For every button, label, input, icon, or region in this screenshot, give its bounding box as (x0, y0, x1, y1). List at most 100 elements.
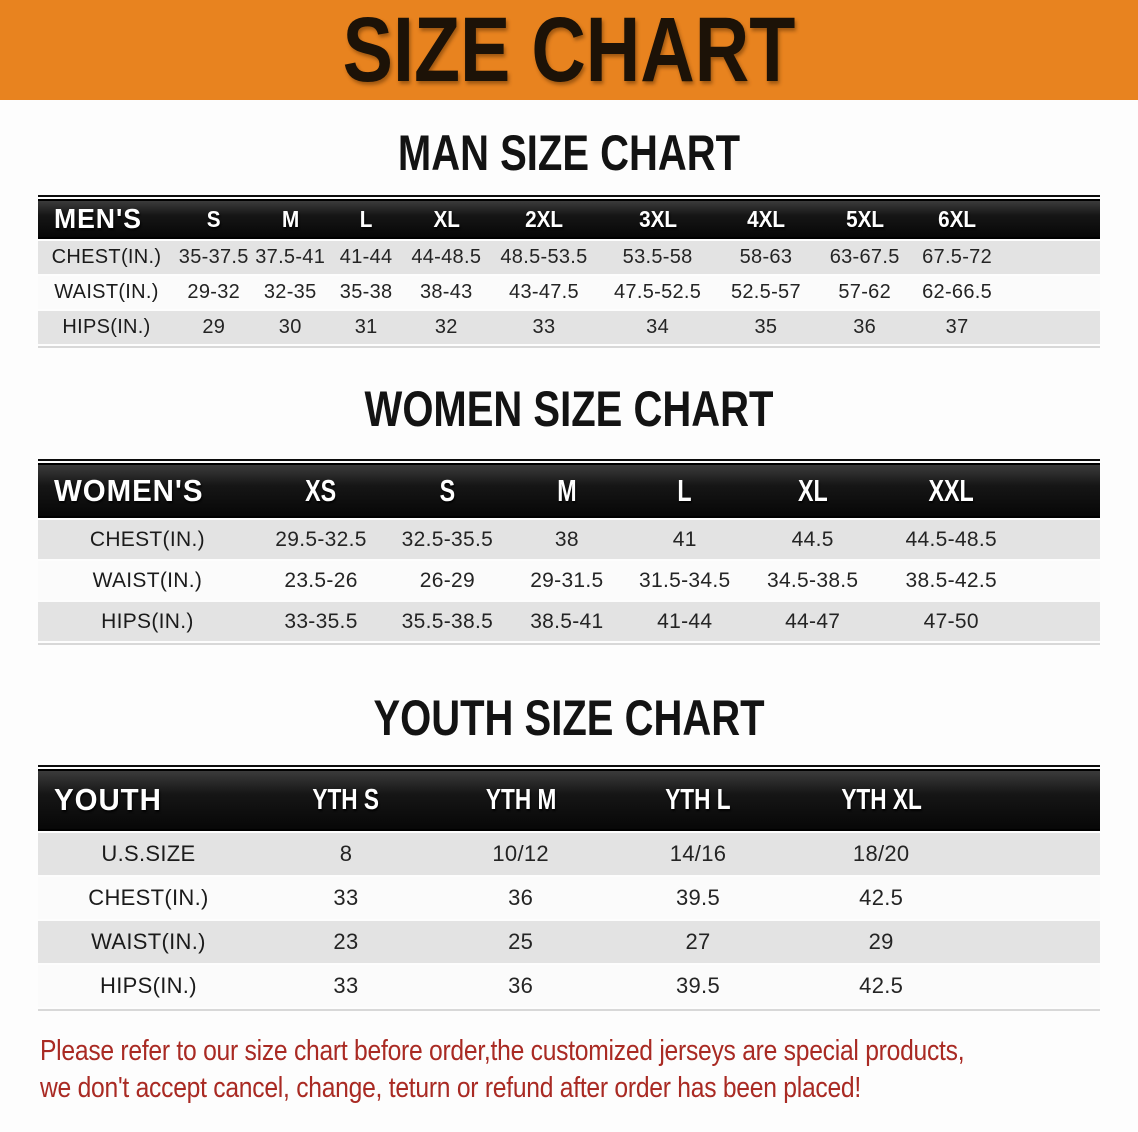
value-cell: 23.5-26 (256, 561, 386, 600)
youth-table-wrap: YOUTH YTH S YTH M YTH L YTH XL U.S.SIZE 8 10/1… (38, 765, 1100, 1011)
spacer-cell (1022, 561, 1100, 600)
size-column-header: M (252, 199, 328, 239)
value-cell: 44.5 (745, 520, 881, 559)
value-cell: 29 (787, 921, 975, 963)
value-cell: 63-67.5 (816, 241, 913, 274)
value-cell: 38-43 (404, 276, 489, 309)
value-cell: 33 (258, 965, 434, 1007)
size-column-header: M (509, 463, 625, 518)
size-column-header: XS (256, 463, 386, 518)
value-cell: 47.5-52.5 (599, 276, 716, 309)
table-corner-label: MEN'S (38, 199, 175, 239)
value-cell: 10/12 (433, 833, 609, 875)
value-cell: 38 (509, 520, 625, 559)
youth-header-row: YOUTH YTH S YTH M YTH L YTH XL (38, 769, 1100, 831)
row-label: WAIST(IN.) (38, 561, 257, 600)
value-cell: 25 (433, 921, 609, 963)
table-corner-label: WOMEN'S (38, 463, 257, 518)
size-column-header: XXL (880, 463, 1023, 518)
size-column-header: YTH M (433, 769, 609, 831)
value-cell: 58-63 (715, 241, 817, 274)
spacer-cell (1001, 311, 1100, 344)
men-size-table: MEN'S S M L XL 2XL 3XL 4XL 5XL 6XL CHEST(IN.) 35-3… (38, 195, 1100, 348)
value-cell: 48.5-53.5 (488, 241, 600, 274)
value-cell: 27 (608, 921, 788, 963)
measurement-row: CHEST(IN.) 29.5-32.5 32.5-35.5 38 41 44.5 44.5… (38, 520, 1100, 559)
value-cell: 41 (624, 520, 746, 559)
value-cell: 41-44 (327, 241, 405, 274)
value-cell: 44-48.5 (404, 241, 489, 274)
disclaimer-line-1: Please refer to our size chart before or… (40, 1035, 965, 1067)
value-cell: 47-50 (880, 602, 1023, 641)
size-column-header: L (624, 463, 746, 518)
value-cell: 32.5-35.5 (385, 520, 510, 559)
value-cell: 53.5-58 (599, 241, 716, 274)
size-column-header: 2XL (488, 199, 600, 239)
value-cell: 26-29 (385, 561, 510, 600)
size-column-header: YTH L (608, 769, 788, 831)
size-column-header: YTH S (258, 769, 434, 831)
value-cell: 36 (433, 877, 609, 919)
value-cell: 52.5-57 (715, 276, 817, 309)
measurement-row: HIPS(IN.) 29 30 31 32 33 34 35 36 37 (38, 311, 1100, 344)
youth-size-table: YOUTH YTH S YTH M YTH L YTH XL U.S.SIZE 8 10/1… (38, 765, 1100, 1011)
value-cell: 34.5-38.5 (745, 561, 881, 600)
value-cell: 8 (258, 833, 434, 875)
value-cell: 29 (174, 311, 253, 344)
value-cell: 39.5 (608, 877, 788, 919)
row-label: HIPS(IN.) (38, 311, 175, 344)
measurement-row: WAIST(IN.) 23 25 27 29 (38, 921, 1100, 963)
value-cell: 32 (404, 311, 489, 344)
value-cell: 37.5-41 (252, 241, 328, 274)
value-cell: 37 (913, 311, 1002, 344)
size-column-header: 4XL (715, 199, 817, 239)
value-cell: 67.5-72 (913, 241, 1002, 274)
table-corner-label: YOUTH (38, 769, 259, 831)
value-cell: 35 (715, 311, 817, 344)
value-cell: 35-38 (327, 276, 405, 309)
value-cell: 31.5-34.5 (624, 561, 746, 600)
value-cell: 43-47.5 (488, 276, 600, 309)
men-section-heading: MAN SIZE CHART (397, 125, 741, 181)
measurement-row: HIPS(IN.) 33 36 39.5 42.5 (38, 965, 1100, 1007)
row-label: CHEST(IN.) (38, 241, 175, 274)
spacer-cell (974, 921, 1100, 963)
size-column-header: S (174, 199, 253, 239)
value-cell: 42.5 (787, 965, 975, 1007)
value-cell: 23 (258, 921, 434, 963)
value-cell: 33 (488, 311, 600, 344)
value-cell: 31 (327, 311, 405, 344)
spacer-cell (974, 965, 1100, 1007)
value-cell: 29-32 (174, 276, 253, 309)
row-label: WAIST(IN.) (38, 921, 259, 963)
spacer-cell (974, 769, 1100, 831)
value-cell: 29.5-32.5 (256, 520, 386, 559)
value-cell: 30 (252, 311, 328, 344)
size-column-header: XL (404, 199, 489, 239)
youth-section-heading: YOUTH SIZE CHART (373, 690, 765, 746)
measurement-row: U.S.SIZE 8 10/12 14/16 18/20 (38, 833, 1100, 875)
disclaimer-line-2: we don't accept cancel, change, teturn o… (40, 1072, 861, 1104)
value-cell: 29-31.5 (509, 561, 625, 600)
size-column-header: YTH XL (787, 769, 975, 831)
size-column-header: S (385, 463, 510, 518)
value-cell: 42.5 (787, 877, 975, 919)
women-size-section: WOMEN SIZE CHART WOMEN'S XS S M L XL XXL CHEST… (0, 384, 1138, 645)
banner-title: SIZE CHART (342, 0, 796, 101)
value-cell: 62-66.5 (913, 276, 1002, 309)
women-header-row: WOMEN'S XS S M L XL XXL (38, 463, 1100, 518)
value-cell: 57-62 (816, 276, 913, 309)
measurement-row: CHEST(IN.) 35-37.5 37.5-41 41-44 44-48.5 48.5… (38, 241, 1100, 274)
value-cell: 35-37.5 (174, 241, 253, 274)
value-cell: 38.5-42.5 (880, 561, 1023, 600)
row-label: U.S.SIZE (38, 833, 259, 875)
size-column-header: XL (745, 463, 881, 518)
men-size-section: MAN SIZE CHART MEN'S S M L XL 2XL 3XL 4XL 5XL 6XL… (0, 128, 1138, 348)
row-label: WAIST(IN.) (38, 276, 175, 309)
measurement-row: HIPS(IN.) 33-35.5 35.5-38.5 38.5-41 41-44 44-… (38, 602, 1100, 641)
value-cell: 35.5-38.5 (385, 602, 510, 641)
value-cell: 44.5-48.5 (880, 520, 1023, 559)
spacer-cell (1022, 602, 1100, 641)
measurement-row: WAIST(IN.) 23.5-26 26-29 29-31.5 31.5-34.5 34… (38, 561, 1100, 600)
